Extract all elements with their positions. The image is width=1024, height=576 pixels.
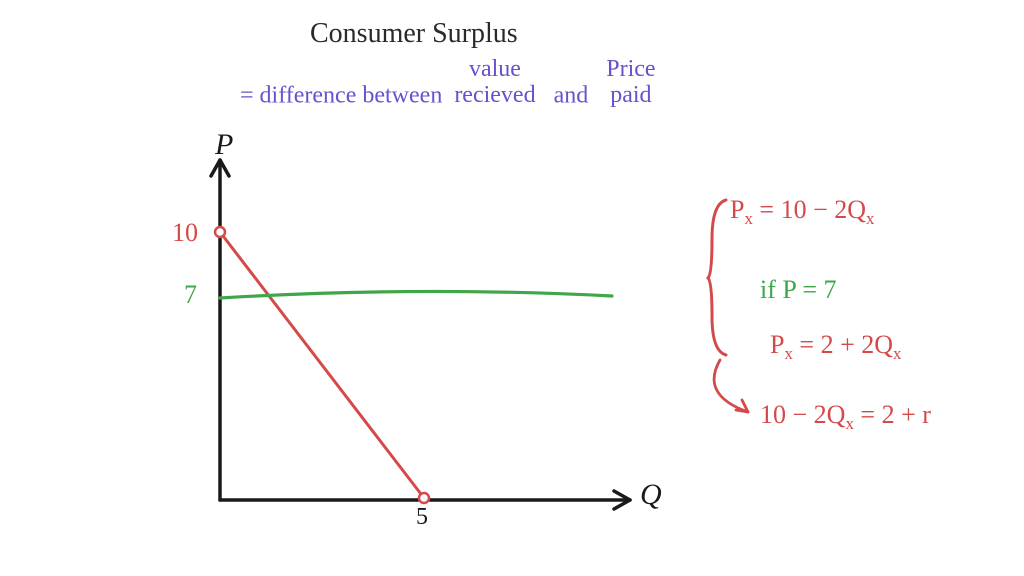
whiteboard-canvas: Consumer Surplus = difference between va… xyxy=(0,0,1024,576)
graph-svg xyxy=(0,0,1024,576)
